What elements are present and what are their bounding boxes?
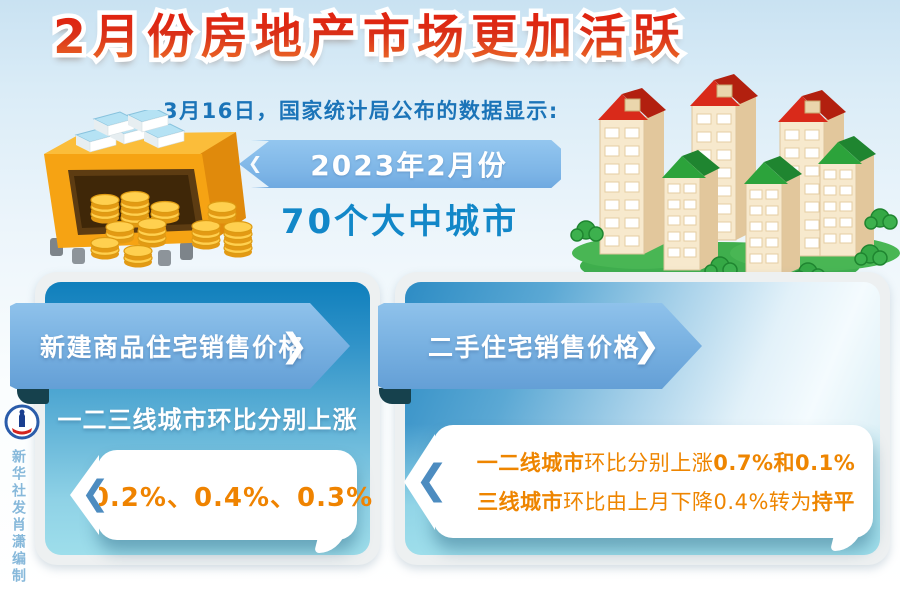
chevron-left-icon: ❮	[248, 154, 263, 174]
date-banner: ❮ 2023年2月份	[239, 140, 561, 188]
new-homes-values: 0.2%、0.4%、0.3%	[90, 482, 374, 513]
subtitle: 3月16日，国家统计局公布的数据显示:	[163, 99, 559, 123]
chevron-left-icon: ❮	[415, 456, 449, 503]
date-banner-label: 2023年2月份	[310, 149, 508, 182]
chevron-right-icon: ❯	[280, 325, 308, 365]
xinhua-logo-icon	[4, 404, 40, 440]
second-hand-value-bubble: ❮ 一二线城市环比分别上涨0.7%和0.1% 三线城市环比由上月下降0.4%转为…	[415, 425, 873, 538]
new-homes-value-bubble: ❮ 0.2%、0.4%、0.3%	[81, 450, 374, 540]
panel-second-hand-header: 二手住宅销售价格 ❯	[378, 303, 702, 389]
panel-new-homes-title: 新建商品住宅销售价格	[40, 333, 306, 362]
credit-byline: 新华社发肖潇编制	[10, 449, 26, 585]
second-hand-line2: 三线城市环比由上月下降0.4%转为持平	[477, 490, 855, 514]
scope-label: 70个大中城市	[280, 202, 520, 242]
new-homes-intro: 一二三线城市环比分别上涨	[57, 406, 358, 434]
ribbon-fold-left	[17, 388, 49, 404]
chevron-right-icon: ❯	[632, 325, 660, 365]
panel-new-homes-header: 新建商品住宅销售价格 ❯	[10, 303, 350, 389]
chevron-left-icon: ❮	[81, 473, 110, 514]
buildings-illustration	[570, 73, 900, 290]
safe-money-illustration	[44, 110, 253, 268]
page-title: 2月份房地产市场更加活跃	[0, 10, 740, 67]
second-hand-line1: 一二线城市环比分别上涨0.7%和0.1%	[476, 451, 856, 475]
page-title-text: 2月份房地产市场更加活跃	[53, 10, 687, 65]
ribbon-fold-right	[379, 388, 411, 404]
panel-second-hand-title: 二手住宅销售价格	[428, 333, 641, 362]
